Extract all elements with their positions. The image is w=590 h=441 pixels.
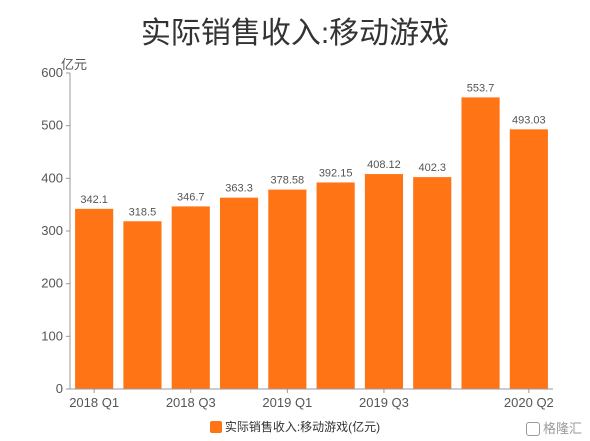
watermark: 格隆汇 xyxy=(525,418,582,437)
x-tick-label: 2019 Q3 xyxy=(359,395,409,410)
data-label: 318.5 xyxy=(129,206,157,218)
y-tick-label: 500 xyxy=(41,118,63,133)
data-label: 363.3 xyxy=(225,183,253,195)
bar xyxy=(268,189,307,389)
watermark-text: 格隆汇 xyxy=(542,421,582,436)
data-label: 493.03 xyxy=(512,114,546,126)
x-tick-label: 2018 Q1 xyxy=(69,395,119,410)
x-tick-label: 2018 Q3 xyxy=(166,395,216,410)
y-axis-unit: 亿元 xyxy=(61,57,88,72)
x-tick-label: 2020 Q2 xyxy=(504,395,554,410)
data-label: 342.1 xyxy=(80,194,108,206)
bar xyxy=(219,197,259,389)
y-tick-label: 400 xyxy=(41,170,63,185)
y-tick-label: 300 xyxy=(41,223,63,238)
data-label: 378.58 xyxy=(271,175,305,187)
bar xyxy=(364,174,404,389)
data-label: 408.12 xyxy=(367,159,401,171)
x-tick-label: 2019 Q1 xyxy=(262,395,312,410)
y-tick-label: 100 xyxy=(41,328,63,343)
bar xyxy=(75,208,114,389)
y-tick-label: 600 xyxy=(41,65,63,80)
bar xyxy=(461,97,500,389)
legend[interactable]: 实际销售收入:移动游戏(亿元) xyxy=(0,418,590,435)
data-label: 402.3 xyxy=(418,162,446,174)
y-tick-label: 0 xyxy=(56,381,63,396)
bar xyxy=(316,182,355,389)
legend-swatch xyxy=(209,421,222,433)
bar xyxy=(509,129,548,390)
data-label: 553.7 xyxy=(467,82,495,94)
bar xyxy=(413,177,452,389)
brand-logo-icon xyxy=(525,422,540,436)
bar xyxy=(123,221,162,389)
legend-label: 实际销售收入:移动游戏(亿元) xyxy=(224,420,381,434)
data-label: 392.15 xyxy=(319,167,353,179)
bar xyxy=(171,206,210,389)
data-label: 346.7 xyxy=(177,191,205,203)
chart-title: 实际销售收入:移动游戏 xyxy=(140,17,450,50)
y-tick-label: 200 xyxy=(41,276,63,291)
